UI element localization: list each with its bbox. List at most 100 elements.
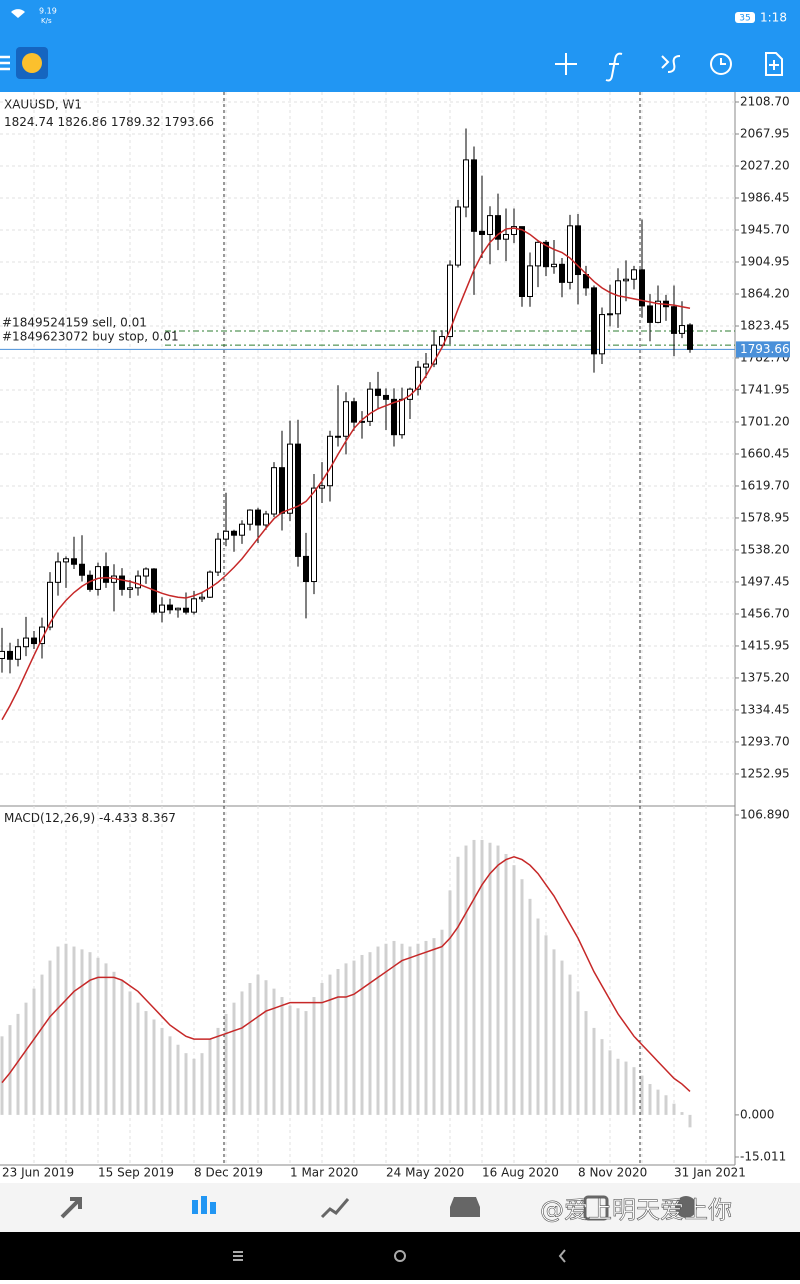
- macd-bar: [480, 839, 484, 1115]
- app-logo-mark: [22, 53, 42, 73]
- chart-tab[interactable]: [192, 1196, 216, 1214]
- macd-bar: [496, 845, 500, 1115]
- x-tick-label: 1 Mar 2020: [290, 1166, 358, 1180]
- candle-body: [7, 650, 13, 660]
- macd-bar: [96, 957, 100, 1115]
- candle-body: [519, 226, 525, 298]
- signal-line: [1, 855, 691, 1092]
- moving-average: [1, 227, 691, 721]
- indicators-button[interactable]: [605, 52, 623, 82]
- macd-bar: [120, 980, 124, 1115]
- recent-button[interactable]: [233, 1251, 243, 1261]
- macd-bar: [608, 1050, 612, 1115]
- candle-body: [575, 225, 581, 276]
- clock: 1:18: [760, 11, 787, 25]
- system-nav-icons: [233, 1249, 566, 1263]
- macd-bar: [304, 1011, 308, 1115]
- candle-body: [127, 587, 133, 590]
- candle-body: [455, 206, 461, 266]
- crosshair-button[interactable]: [555, 53, 577, 75]
- macd-bar: [16, 1013, 20, 1115]
- macd-bar: [416, 943, 420, 1115]
- macd-bar: [528, 898, 532, 1115]
- macd-bar: [176, 1044, 180, 1115]
- news-tab[interactable]: [583, 1195, 609, 1221]
- messages-tab[interactable]: [675, 1196, 697, 1218]
- quotes-tab[interactable]: [60, 1197, 82, 1219]
- candle-body: [47, 581, 53, 628]
- candle-body: [199, 596, 205, 600]
- macd-bar: [288, 1005, 292, 1115]
- x-tick-label: 16 Aug 2020: [482, 1166, 559, 1180]
- new-order-button[interactable]: [765, 52, 783, 76]
- net-speed-unit: K/s: [41, 17, 52, 25]
- candle-body: [383, 394, 389, 400]
- candle-body: [119, 575, 125, 590]
- macd-bar: [232, 1002, 236, 1115]
- macd-bar: [104, 963, 108, 1115]
- macd-bar: [352, 960, 356, 1115]
- status-bar: 9.19 K/s 35 1:18: [0, 0, 800, 30]
- macd-bar: [136, 1002, 140, 1115]
- candle-body: [63, 558, 69, 563]
- macd-bar: [264, 980, 268, 1115]
- trade-button[interactable]: [661, 55, 681, 73]
- candle-body: [631, 269, 637, 280]
- candle-body: [287, 443, 293, 514]
- toolbar-icons: [0, 47, 783, 82]
- period-button[interactable]: [710, 53, 732, 75]
- candle-body: [551, 263, 557, 268]
- candle-body: [407, 388, 413, 400]
- macd-bar: [448, 890, 452, 1115]
- macd-bar: [32, 988, 36, 1115]
- home-button[interactable]: [394, 1250, 406, 1262]
- macd-bar: [24, 1002, 28, 1115]
- macd-bar: [536, 918, 540, 1115]
- macd-bar: [360, 954, 364, 1115]
- candle-body: [295, 443, 301, 557]
- y-tick-label: 1701.20: [740, 414, 790, 428]
- candle-body: [71, 558, 77, 565]
- back-button[interactable]: [558, 1249, 566, 1263]
- macd-bar: [128, 991, 132, 1115]
- candle-body: [375, 388, 381, 396]
- candle-body: [423, 363, 429, 368]
- candle-body: [327, 435, 333, 487]
- menu-button[interactable]: [0, 55, 10, 71]
- macd-bar: [296, 1008, 300, 1115]
- macd-bar: [648, 1084, 652, 1115]
- candle-body: [31, 637, 37, 645]
- y-tick-label: 2027.20: [740, 159, 790, 173]
- candle-body: [399, 398, 405, 436]
- candle-body: [623, 278, 629, 282]
- macd-bar: [8, 1025, 12, 1115]
- candle-body: [191, 598, 197, 613]
- macd-bar: [440, 929, 444, 1115]
- order-label: #1849524159 sell, 0.01: [2, 316, 147, 330]
- macd-bar: [560, 960, 564, 1115]
- ohlc-close: 1793.66: [164, 115, 214, 129]
- bottom-nav: @爱上明天爱上你: [0, 1183, 800, 1232]
- macd-bar: [240, 991, 244, 1115]
- candle-body: [463, 159, 469, 208]
- candle-body: [639, 269, 645, 307]
- macd-bar: [368, 952, 372, 1115]
- candle-body: [559, 263, 565, 283]
- plot-layer: 2108.70 2067.95 2027.20 1986.45 1945.70 1904.…: [0, 92, 790, 1180]
- macd-bar: [392, 940, 396, 1115]
- trade-tab[interactable]: [320, 1198, 350, 1219]
- battery-level: 35: [739, 14, 750, 24]
- candle-body: [247, 509, 253, 525]
- y-tick-label: 1538.20: [740, 542, 790, 556]
- macd-bar: [552, 949, 556, 1115]
- candle-body: [447, 264, 453, 338]
- macd-bar: [72, 946, 76, 1115]
- candle-body: [231, 530, 237, 536]
- ohlc-open: 1824.74: [4, 115, 54, 129]
- macd-bar: [336, 968, 340, 1115]
- toolbar: [0, 30, 800, 92]
- macd-bar: [256, 974, 260, 1115]
- candle-body: [607, 313, 613, 316]
- history-tab[interactable]: [450, 1197, 480, 1217]
- candle-body: [535, 241, 541, 267]
